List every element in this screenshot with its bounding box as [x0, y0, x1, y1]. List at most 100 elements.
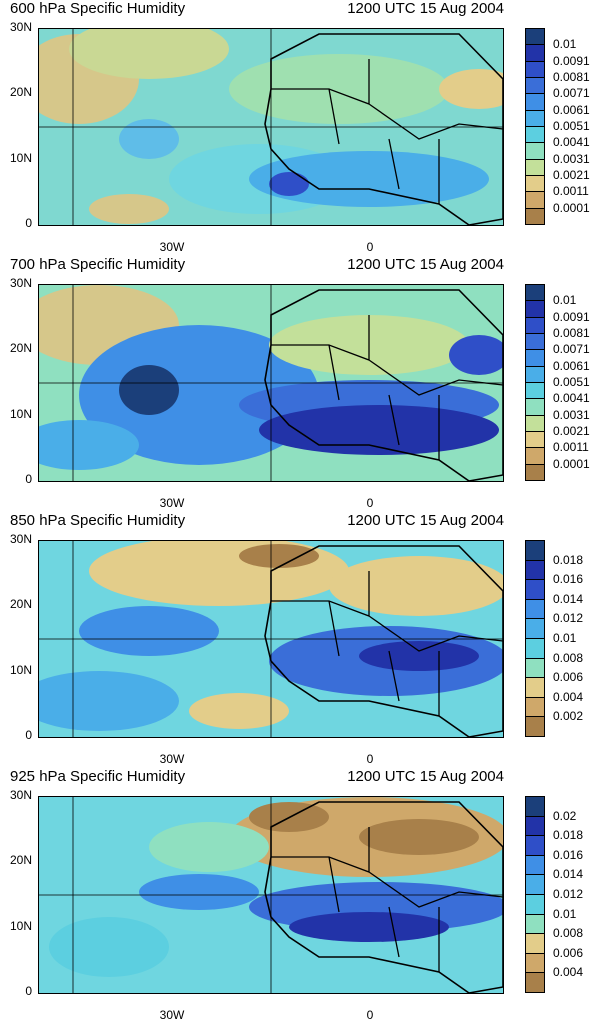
lat-label: 0: [25, 216, 32, 230]
lon-label: 30W: [159, 496, 185, 510]
legend-swatch: [525, 316, 545, 334]
lat-label: 10N: [9, 919, 32, 933]
legend-label: 0.016: [553, 847, 584, 862]
legend-swatch: [525, 398, 545, 416]
legend-label: 0.01: [553, 906, 577, 921]
panel-date: 1200 UTC 15 Aug 2004: [347, 512, 504, 529]
humidity-map: [38, 284, 504, 482]
lon-label: 30W: [159, 240, 185, 254]
legend-swatch: [525, 579, 545, 600]
legend-swatch: [525, 447, 545, 465]
legend-swatch: [525, 657, 545, 679]
legend-swatch: [525, 638, 545, 659]
humidity-map: [38, 28, 504, 226]
lon-label: 0: [366, 752, 374, 766]
legend-swatch: [525, 365, 545, 383]
legend-swatch: [525, 463, 545, 481]
legend-swatch: [525, 60, 545, 78]
lat-label: 30N: [9, 20, 32, 34]
legend-label: 0.0031: [553, 407, 590, 422]
legend-swatch: [525, 796, 545, 817]
lat-label: 0: [25, 728, 32, 742]
legend-label: 0.018: [553, 552, 584, 567]
panel-date: 1200 UTC 15 Aug 2004: [347, 0, 504, 17]
legend-label: 0.0011: [553, 440, 589, 455]
legend-swatch: [525, 126, 545, 144]
legend-swatch: [525, 109, 545, 127]
legend-label: 0.02: [553, 808, 577, 823]
legend-label: 0.014: [553, 867, 584, 882]
legend-label: 0.012: [553, 611, 584, 626]
lat-label: 20N: [9, 341, 32, 355]
lat-label: 30N: [9, 276, 32, 290]
legend-swatch: [525, 933, 545, 954]
legend-label: 0.014: [553, 591, 584, 606]
legend-label: 0.0051: [553, 119, 590, 133]
legend-label: 0.0051: [553, 375, 590, 389]
legend-swatch: [525, 175, 545, 193]
legend-label: 0.016: [553, 572, 584, 587]
legend-swatch: [525, 77, 545, 95]
legend-label: 0.0041: [553, 135, 590, 150]
panel-700hpa: 700 hPa Specific Humidity 1200 UTC 15 Au…: [0, 256, 600, 512]
legend-swatch: [525, 835, 545, 856]
lat-label: 20N: [9, 85, 32, 99]
legend-swatch: [525, 559, 545, 581]
legend-swatch: [525, 284, 545, 302]
lon-label: 0: [366, 240, 374, 254]
lat-label: 30N: [9, 532, 32, 546]
panel-title: 925 hPa Specific Humidity: [10, 768, 186, 785]
legend-swatch: [525, 952, 545, 974]
panel-925hpa: 925 hPa Specific Humidity 1200 UTC 15 Au…: [0, 768, 600, 1024]
lat-label: 30N: [9, 788, 32, 802]
legend-label: 0.012: [553, 887, 584, 901]
lon-label: 0: [366, 1008, 374, 1022]
legend-label: 0.01: [553, 631, 577, 645]
legend-swatch: [525, 716, 545, 737]
lat-label: 10N: [9, 663, 32, 677]
legend-swatch: [525, 618, 545, 639]
panel-date: 1200 UTC 15 Aug 2004: [347, 256, 504, 273]
legend-label: 0.0021: [553, 168, 590, 182]
panel-600hpa: 600 hPa Specific Humidity 1200 UTC 15 Au…: [0, 0, 600, 256]
legend-label: 0.0091: [553, 309, 590, 324]
lat-label: 0: [25, 984, 32, 998]
legend-label: 0.0041: [553, 391, 590, 406]
legend-swatch: [525, 191, 545, 209]
legend-label: 0.01: [553, 37, 577, 52]
legend-swatch: [525, 540, 545, 561]
legend-label: 0.008: [553, 650, 584, 665]
legend-label: 0.004: [553, 965, 584, 980]
lat-label: 20N: [9, 597, 32, 611]
legend-label: 0.01: [553, 293, 577, 308]
legend-swatch: [525, 677, 545, 698]
legend-swatch: [525, 431, 545, 449]
lat-label: 10N: [9, 407, 32, 421]
lat-label: 10N: [9, 151, 32, 165]
legend-swatch: [525, 158, 545, 176]
panel-title: 850 hPa Specific Humidity: [10, 512, 186, 529]
humidity-map: [38, 540, 504, 738]
legend-label: 0.0001: [553, 456, 590, 471]
legend-swatch: [525, 815, 545, 837]
legend-label: 0.0081: [553, 326, 590, 340]
legend-label: 0.018: [553, 828, 584, 843]
legend-swatch: [525, 874, 545, 895]
lon-label: 30W: [159, 752, 185, 766]
lat-label: 20N: [9, 853, 32, 867]
legend-label: 0.002: [553, 709, 584, 724]
legend-swatch: [525, 598, 545, 620]
legend-label: 0.0081: [553, 70, 590, 84]
legend-swatch: [525, 972, 545, 993]
panel-850hpa: 850 hPa Specific Humidity 1200 UTC 15 Au…: [0, 512, 600, 768]
legend-label: 0.0071: [553, 86, 590, 101]
legend-label: 0.0061: [553, 102, 590, 117]
legend-swatch: [525, 142, 545, 160]
humidity-map: [38, 796, 504, 994]
legend-swatch: [525, 894, 545, 915]
legend-swatch: [525, 300, 545, 318]
legend-label: 0.0091: [553, 53, 590, 68]
legend-swatch: [525, 28, 545, 46]
legend-label: 0.0001: [553, 200, 590, 215]
legend-label: 0.0021: [553, 424, 590, 438]
